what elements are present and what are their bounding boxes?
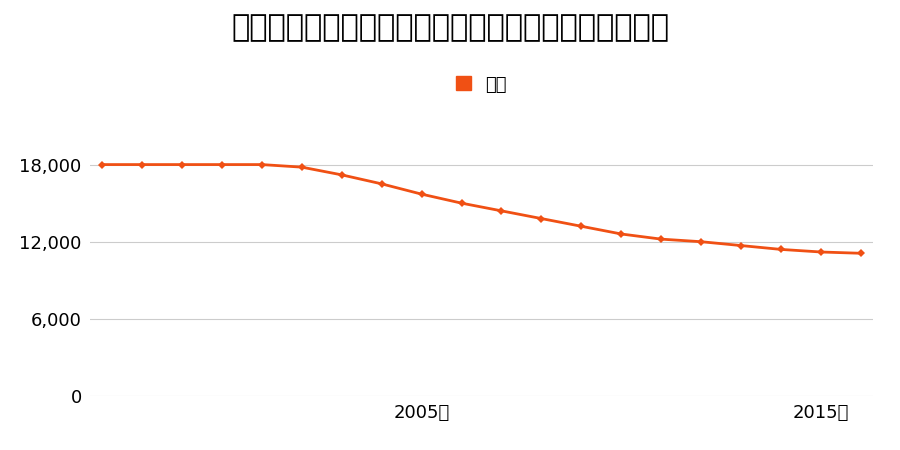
Text: 熊本県八代市大村町字久保田１１９番１外の地価推移: 熊本県八代市大村町字久保田１１９番１外の地価推移 (231, 14, 669, 42)
Legend: 価格: 価格 (456, 76, 507, 94)
